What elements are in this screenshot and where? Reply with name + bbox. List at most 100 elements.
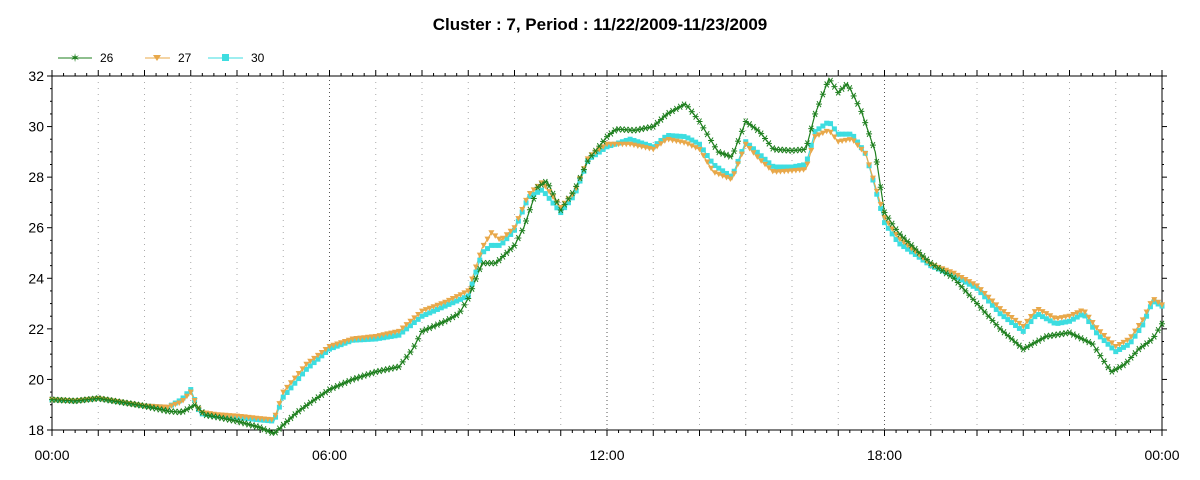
data-point-series-30 — [546, 195, 552, 201]
data-point-series-30 — [1101, 338, 1107, 344]
data-point-series-27 — [503, 232, 510, 238]
data-point-series-30 — [1016, 325, 1022, 331]
data-point-series-26 — [588, 152, 595, 159]
data-point-series-30 — [670, 133, 676, 139]
data-point-series-27 — [885, 220, 892, 227]
data-point-series-30 — [893, 237, 899, 243]
chart-title: Cluster : 7, Period : 11/22/2009-11/23/2… — [433, 15, 768, 34]
data-point-series-26 — [523, 217, 530, 225]
data-point-series-27 — [619, 141, 626, 148]
data-point-series-27 — [1024, 318, 1031, 325]
y-tick-label: 26 — [28, 220, 44, 236]
data-point-series-26 — [657, 116, 664, 123]
data-point-series-26 — [692, 113, 699, 120]
data-point-series-26 — [993, 321, 1000, 328]
grid-lines — [97, 76, 1117, 430]
data-point-series-26 — [1016, 342, 1023, 349]
data-point-series-30 — [458, 296, 464, 302]
data-point-series-26 — [499, 253, 506, 260]
data-point-series-30 — [388, 333, 394, 339]
data-point-series-27 — [499, 235, 506, 242]
data-point-series-27 — [1124, 337, 1131, 344]
data-point-series-27 — [172, 401, 179, 408]
data-point-series-26 — [557, 206, 564, 214]
data-point-series-26 — [719, 150, 726, 157]
data-point-series-27 — [827, 129, 834, 136]
data-point-series-26 — [650, 123, 657, 130]
data-point-series-26 — [453, 311, 460, 319]
data-point-series-27 — [696, 146, 703, 153]
data-point-series-27 — [187, 389, 194, 396]
data-point-series-27 — [376, 333, 383, 339]
data-point-series-26 — [403, 353, 410, 361]
data-point-series-27 — [819, 130, 826, 137]
data-point-series-30 — [1132, 333, 1138, 339]
data-point-series-26 — [1058, 330, 1065, 338]
data-point-series-26 — [392, 364, 399, 371]
x-tick-label: 00:00 — [1144, 447, 1179, 463]
data-point-series-26 — [869, 141, 876, 149]
data-point-series-27 — [380, 332, 387, 338]
data-point-series-26 — [153, 405, 160, 412]
data-point-series-26 — [873, 158, 880, 166]
data-point-series-26 — [203, 411, 210, 419]
data-point-series-30 — [801, 162, 807, 168]
data-point-series-30 — [400, 329, 406, 335]
data-point-series-27 — [850, 138, 857, 144]
data-point-series-26 — [137, 402, 144, 409]
data-point-series-26 — [207, 412, 214, 420]
data-point-series-26 — [977, 304, 984, 312]
data-point-series-27 — [419, 308, 425, 315]
data-point-series-27 — [1070, 311, 1077, 318]
data-point-series-30 — [527, 194, 533, 200]
data-point-series-27 — [183, 393, 190, 400]
data-point-series-26 — [846, 84, 853, 92]
data-point-series-30 — [477, 257, 483, 263]
data-point-series-27 — [789, 168, 795, 174]
data-point-series-30 — [562, 205, 568, 211]
data-point-series-30 — [1051, 320, 1057, 326]
data-point-series-27 — [311, 355, 318, 362]
y-axis: 18 20 22 24 26 28 30 32 — [28, 68, 44, 438]
data-point-series-26 — [106, 397, 113, 404]
data-point-series-26 — [145, 403, 152, 411]
data-point-series-27 — [989, 298, 996, 305]
data-point-series-27 — [985, 294, 992, 301]
data-point-series-26 — [800, 146, 807, 153]
data-point-series-30 — [1090, 324, 1096, 330]
data-point-series-27 — [1159, 302, 1165, 308]
data-point-series-27 — [295, 371, 302, 377]
data-point-series-26 — [769, 145, 776, 152]
data-point-series-27 — [943, 267, 950, 274]
data-point-series-27 — [1066, 313, 1073, 320]
data-point-series-26 — [700, 124, 707, 132]
data-point-series-26 — [526, 206, 533, 214]
data-point-series-26 — [731, 147, 738, 155]
data-point-series-27 — [785, 168, 792, 175]
data-point-series-26 — [399, 358, 406, 366]
data-point-series-27 — [762, 161, 769, 168]
data-point-series-30 — [1028, 319, 1034, 325]
data-point-series-26 — [997, 325, 1004, 333]
data-point-series-27 — [1097, 329, 1104, 335]
data-point-series-30 — [727, 173, 733, 179]
data-point-series-30 — [708, 158, 714, 164]
y-tick-label: 30 — [28, 119, 44, 135]
data-point-series-27 — [765, 165, 772, 171]
data-point-series-30 — [843, 131, 849, 137]
y-tick-label: 22 — [28, 321, 44, 337]
data-point-series-27 — [688, 143, 695, 149]
data-point-series-27 — [746, 145, 753, 152]
data-point-series-26 — [569, 189, 576, 197]
data-point-series-27 — [862, 151, 869, 157]
data-point-series-26 — [553, 198, 560, 206]
data-point-series-26 — [858, 108, 865, 115]
data-point-series-27 — [854, 142, 861, 149]
legend-item-series-3: 30 — [208, 51, 265, 65]
data-point-series-27 — [365, 334, 372, 341]
data-point-series-27 — [815, 132, 822, 138]
data-point-series-27 — [1031, 309, 1038, 315]
data-point-series-27 — [276, 401, 283, 407]
data-point-series-27 — [997, 306, 1004, 312]
data-point-series-26 — [920, 252, 927, 260]
